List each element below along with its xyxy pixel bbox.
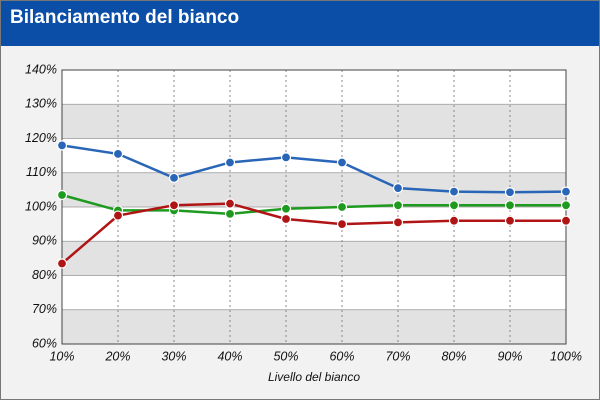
point xyxy=(168,200,180,211)
point xyxy=(504,200,516,211)
point xyxy=(448,200,460,211)
point xyxy=(168,172,180,183)
point xyxy=(560,200,572,211)
x-tick-label: 40% xyxy=(217,349,242,363)
point xyxy=(56,258,68,269)
point xyxy=(392,183,404,194)
y-tick-label: 60% xyxy=(32,336,57,350)
point xyxy=(448,215,460,226)
grid-band xyxy=(62,241,566,276)
point xyxy=(560,186,572,197)
point xyxy=(336,219,348,230)
point xyxy=(280,152,292,163)
point xyxy=(224,198,236,209)
point xyxy=(56,140,68,151)
point xyxy=(280,213,292,225)
x-tick-label: 50% xyxy=(273,349,298,363)
point xyxy=(392,200,404,211)
x-axis-label: Livello del bianco xyxy=(268,370,360,384)
y-tick-label: 140% xyxy=(25,62,57,76)
point xyxy=(336,157,348,168)
point xyxy=(280,203,292,214)
series-line xyxy=(61,144,567,194)
point xyxy=(224,157,236,168)
point xyxy=(504,215,516,226)
point xyxy=(112,148,124,160)
point xyxy=(504,187,516,198)
grid-band xyxy=(62,172,566,207)
y-tick-label: 90% xyxy=(32,234,57,248)
x-tick-label: 30% xyxy=(161,349,186,363)
y-tick-label: 80% xyxy=(32,268,57,282)
point xyxy=(392,217,404,228)
y-tick-label: 110% xyxy=(26,165,57,179)
y-tick-label: 70% xyxy=(32,302,57,316)
point xyxy=(56,189,68,201)
point xyxy=(112,210,124,221)
point xyxy=(448,186,460,197)
chart-title: Bilanciamento del bianco xyxy=(10,7,239,28)
x-tick-label: 80% xyxy=(441,349,466,363)
grid-band xyxy=(62,104,566,139)
x-tick-label: 70% xyxy=(385,349,410,363)
x-tick-label: 60% xyxy=(329,349,354,363)
point xyxy=(224,208,236,219)
y-tick-label: 130% xyxy=(25,97,57,111)
header-bar xyxy=(0,0,600,46)
series-line xyxy=(61,202,566,265)
point xyxy=(336,201,348,213)
y-tick-label: 100% xyxy=(25,199,57,213)
point xyxy=(560,215,572,226)
grid-band xyxy=(62,309,566,344)
x-tick-label: 10% xyxy=(49,349,74,363)
x-tick-label: 90% xyxy=(497,349,522,363)
x-tick-label: 20% xyxy=(104,349,130,363)
x-tick-label: 100% xyxy=(550,349,582,363)
y-tick-label: 120% xyxy=(25,131,57,145)
